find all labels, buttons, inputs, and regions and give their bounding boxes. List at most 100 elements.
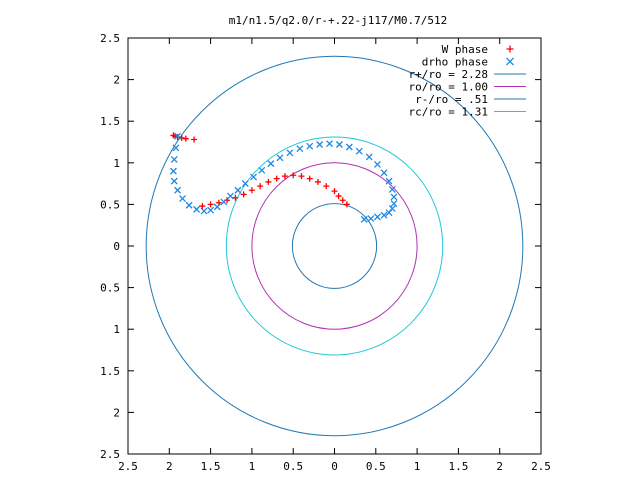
legend-label: W phase [442, 43, 488, 56]
data-point [343, 201, 350, 208]
y-tick-label: 1.5 [100, 115, 120, 128]
data-point [367, 215, 375, 223]
y-tick-label: 2 [113, 406, 120, 419]
data-point [172, 144, 180, 152]
legend-label: r+/ro = 2.28 [409, 68, 488, 81]
data-point [296, 145, 304, 153]
data-point [265, 178, 272, 185]
data-point [267, 160, 275, 168]
data-point [306, 175, 313, 182]
data-point [276, 154, 284, 162]
radius-circle [145, 55, 524, 437]
data-markers [169, 132, 398, 223]
radius-circles [145, 55, 524, 437]
data-point [323, 183, 330, 190]
radius-circle [251, 162, 418, 330]
data-point [257, 183, 264, 190]
x-tick-label: 1 [414, 460, 421, 473]
data-point [306, 142, 314, 150]
radius-circle [225, 136, 444, 356]
x-tick-label: 1.5 [448, 460, 468, 473]
data-point [174, 132, 182, 140]
y-tick-label: 2.5 [100, 448, 120, 461]
data-point [390, 200, 398, 208]
x-tick-label: 1 [249, 460, 256, 473]
legend-label: ro/ro = 1.00 [409, 81, 488, 94]
x-tick-label: 0.5 [366, 460, 386, 473]
data-point [191, 136, 198, 143]
data-point [174, 186, 182, 194]
data-point [290, 172, 297, 179]
data-point [385, 209, 393, 217]
legend-label: rc/ro = 1.31 [409, 106, 488, 119]
data-point [365, 153, 373, 161]
data-point [281, 173, 288, 180]
data-point [240, 191, 247, 198]
data-point [248, 187, 255, 194]
series-w-phase [170, 132, 350, 210]
y-tick-label: 1 [113, 323, 120, 336]
y-tick-label: 1.5 [100, 365, 120, 378]
legend-label: drho phase [422, 56, 488, 69]
y-tick-label: 0 [113, 240, 120, 253]
y-tick-label: 0.5 [100, 198, 120, 211]
data-point [241, 180, 249, 188]
data-point [234, 186, 242, 194]
data-point [250, 173, 258, 181]
data-point [316, 141, 324, 148]
data-point [182, 135, 189, 142]
data-point [360, 215, 368, 223]
axis-ticks: 2.5 2 1.5 1 0.5 0 0.5 1 1.5 2 2.52.521.510.500.511… [100, 32, 551, 473]
data-point [258, 166, 266, 174]
data-point [339, 197, 346, 204]
data-point [380, 211, 388, 219]
y-tick-label: 0.5 [100, 282, 120, 295]
data-point [179, 195, 186, 203]
data-point [373, 161, 381, 168]
data-point [207, 206, 215, 214]
series-drho-phase [169, 132, 398, 223]
data-point [220, 198, 228, 206]
legend-label: r-/ro = .51 [415, 93, 488, 106]
legend-marker [506, 45, 514, 53]
data-point [345, 143, 353, 151]
data-point [193, 205, 201, 213]
x-tick-label: 0 [331, 460, 338, 473]
data-point [385, 177, 393, 185]
data-point [373, 213, 381, 221]
data-point [286, 149, 294, 157]
data-point [200, 207, 208, 215]
data-point [207, 201, 214, 208]
data-point [388, 185, 396, 193]
x-tick-label: 0.5 [283, 460, 303, 473]
data-point [169, 167, 177, 175]
data-point [355, 147, 363, 155]
x-tick-label: 2.5 [118, 460, 138, 473]
x-tick-label: 2.5 [531, 460, 551, 473]
data-point [213, 203, 221, 211]
y-tick-label: 2 [113, 74, 120, 87]
data-point [226, 192, 234, 200]
y-tick-label: 2.5 [100, 32, 120, 45]
x-tick-label: 1.5 [201, 460, 221, 473]
chart-title: m1/n1.5/q2.0/r-+.22-j117/M0.7/512 [229, 14, 448, 27]
data-point [199, 203, 206, 210]
data-point [335, 193, 342, 200]
data-point [380, 169, 388, 177]
data-point [331, 188, 338, 195]
legend-marker [506, 57, 514, 66]
data-point [170, 156, 178, 163]
data-point [298, 173, 305, 180]
data-point [335, 141, 343, 148]
data-point [314, 178, 321, 185]
y-tick-label: 1 [113, 157, 120, 170]
data-point [185, 201, 193, 209]
data-point [273, 175, 280, 182]
data-point [170, 177, 178, 185]
data-point [326, 140, 334, 148]
radius-circle [291, 203, 378, 289]
data-point [232, 194, 239, 201]
data-point [390, 193, 398, 201]
